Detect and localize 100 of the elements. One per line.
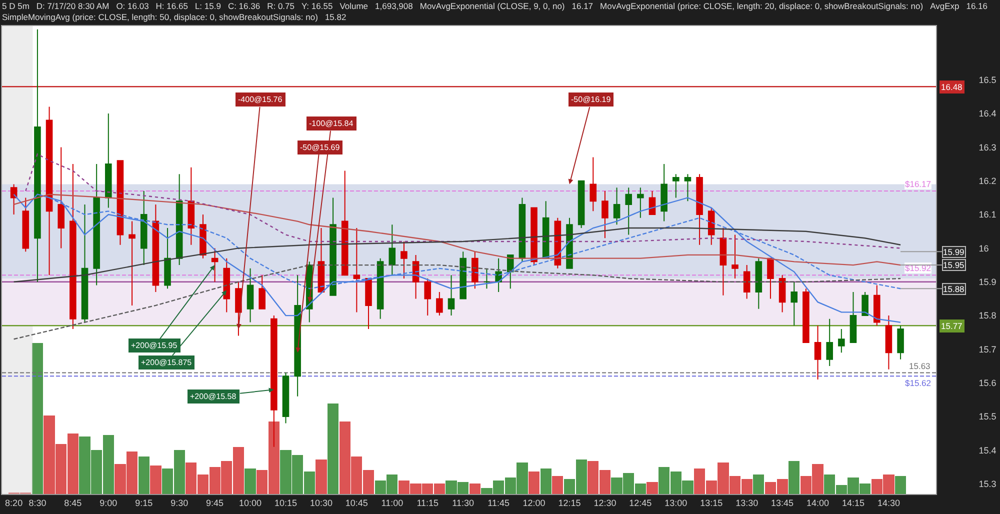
annotation: -50@15.69 — [300, 143, 340, 152]
y-tick-label: 16.5 — [978, 75, 996, 86]
candlestick — [802, 288, 810, 343]
candlestick — [590, 156, 597, 212]
text: H: 16.65 — [156, 1, 188, 12]
candlestick — [660, 164, 668, 222]
candlestick — [152, 204, 160, 292]
candlestick — [790, 281, 798, 326]
candlestick — [376, 258, 384, 320]
candlestick — [684, 174, 692, 202]
candlestick — [814, 325, 822, 380]
y-tick-label: 15.7 — [978, 344, 996, 354]
candlestick — [424, 278, 432, 316]
bar — [244, 468, 256, 494]
candlestick — [696, 174, 703, 246]
x-tick-label: 10:30 — [310, 498, 332, 508]
x-tick-label: 13:00 — [664, 498, 688, 508]
text: Y: 16.55 — [301, 1, 333, 12]
candlestick — [105, 113, 112, 208]
candlestick — [530, 207, 538, 266]
bar — [788, 460, 800, 494]
x-tick-label: 8:45 — [64, 498, 82, 508]
candlestick — [838, 328, 845, 354]
candlestick — [720, 228, 727, 296]
x-tick-label: 10:00 — [239, 498, 262, 508]
candlestick — [602, 190, 608, 239]
x-tick-label: 13:30 — [736, 498, 758, 508]
candlestick — [10, 184, 18, 216]
candlestick — [448, 274, 455, 316]
bar — [316, 459, 327, 494]
candlestick — [648, 190, 656, 216]
ref-line-label: $15.62 — [905, 378, 932, 388]
candlestick — [22, 197, 30, 252]
y-tick-label: 16.1 — [978, 210, 996, 220]
text: 16.16 — [966, 1, 988, 12]
text: L: 15.9 — [194, 1, 221, 12]
annotation: 15.95 — [943, 260, 965, 270]
text: C: 16.36 — [228, 1, 260, 12]
candlestick — [625, 187, 632, 236]
x-tick-label: 12:15 — [558, 498, 581, 508]
bar — [150, 465, 162, 494]
candlestick — [164, 228, 171, 290]
candlestick — [472, 251, 478, 290]
annotation: -100@15.84 — [309, 119, 354, 128]
candlestick — [365, 278, 372, 330]
bar — [894, 476, 906, 494]
bar — [646, 482, 658, 494]
bar — [528, 471, 540, 494]
candlestick — [128, 220, 136, 306]
candlestick — [282, 372, 290, 424]
candlestick — [578, 180, 585, 229]
annotation: -50@16.19 — [571, 95, 612, 104]
text: MovAvgExponential (price: CLOSE, length: 20, displace: 0, showBreakoutSignals: no) — [600, 1, 924, 12]
candlestick — [70, 164, 76, 330]
annotation: 15.88 — [943, 284, 965, 294]
y-tick-label: 15.6 — [978, 378, 996, 388]
x-tick-label: 11:30 — [452, 498, 474, 508]
y-tick-label: 15.3 — [978, 479, 996, 490]
candlestick — [897, 325, 904, 360]
bar — [138, 456, 150, 494]
text: AvgExp — [930, 1, 960, 12]
text: 5 D 5m — [2, 1, 30, 12]
text: O: 16.03 — [116, 1, 149, 12]
x-tick-label: 14:15 — [842, 498, 865, 508]
x-tick-label: 12:30 — [594, 498, 616, 508]
text: MovAvgExponential (CLOSE, 9, 0, no) — [420, 1, 565, 12]
text: D: 7/17/20 8:30 AM — [36, 1, 110, 12]
candlestick — [862, 291, 868, 316]
x-tick-label: 12:00 — [522, 498, 546, 508]
candlestick — [223, 258, 230, 313]
text: 1,693,908 — [375, 1, 413, 12]
text: SimpleMovingAvg (price: CLOSE, length: 50, displace: 0, showBreakoutSignals: no) — [2, 12, 318, 23]
bar — [540, 468, 552, 494]
candlestick — [93, 164, 100, 286]
text: R: 0.75 — [267, 1, 294, 12]
candlestick — [34, 28, 41, 282]
x-tick-label: 9:30 — [170, 498, 188, 508]
ref-line-label: $16.17 — [905, 179, 932, 189]
candlestick — [873, 284, 880, 326]
x-tick-label: 11:45 — [488, 498, 510, 508]
x-tick-label: 13:15 — [700, 498, 723, 508]
x-tick-label: 14:30 — [877, 498, 900, 508]
candlestick — [767, 258, 774, 300]
bar — [552, 476, 564, 494]
y-tick-label: 15.8 — [978, 310, 996, 321]
candlestick — [318, 228, 325, 292]
y-tick-label: 16 — [978, 243, 989, 254]
candlestick — [826, 318, 833, 367]
ref-line-label: 15.63 — [909, 361, 931, 371]
candlestick — [732, 234, 738, 280]
candlestick — [341, 170, 348, 276]
x-tick-label: 11:00 — [381, 498, 404, 508]
candlestick — [672, 174, 680, 198]
candlestick — [81, 204, 88, 323]
candlestick — [211, 248, 218, 282]
candlestick — [708, 207, 715, 246]
y-tick-label: 15.9 — [978, 277, 996, 288]
annotation: 15.99 — [943, 247, 965, 257]
candlestick — [637, 187, 644, 218]
candlestick — [353, 228, 360, 313]
